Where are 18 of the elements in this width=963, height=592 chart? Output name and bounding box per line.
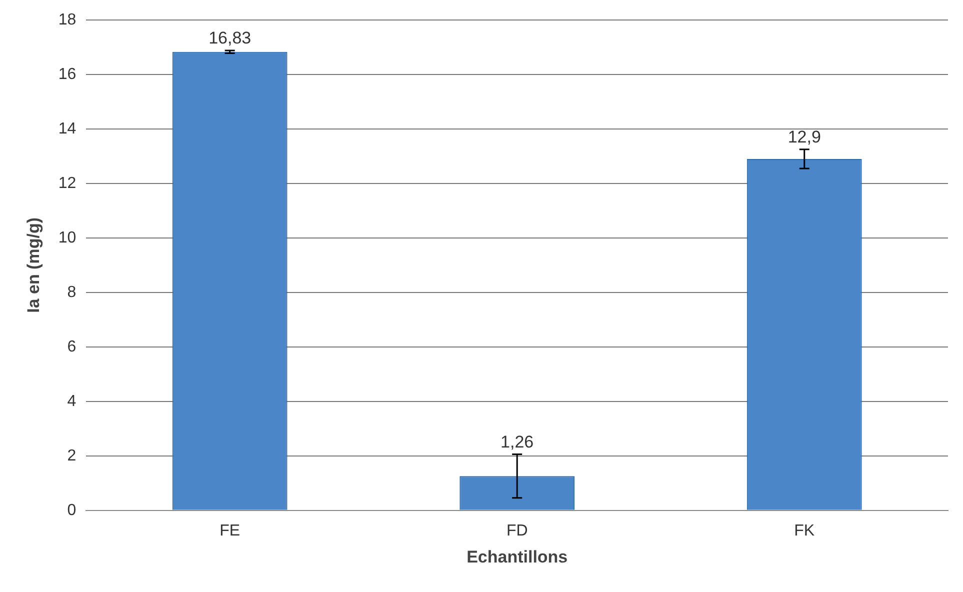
data-label: 1,26 xyxy=(500,432,534,452)
x-tick-label: FD xyxy=(506,522,528,540)
data-label: 12,9 xyxy=(788,128,821,147)
y-tick-label: 18 xyxy=(58,11,76,28)
y-tick-label: 0 xyxy=(67,502,76,519)
y-tick-label: 14 xyxy=(58,120,76,138)
y-tick-label: 16 xyxy=(58,66,76,83)
x-axis-title: Echantillons xyxy=(466,547,568,566)
y-tick-label: 2 xyxy=(67,447,76,464)
x-tick-label: FE xyxy=(220,522,240,540)
y-tick-label: 10 xyxy=(58,229,76,246)
data-label: 16,83 xyxy=(208,28,252,48)
y-tick-label: 4 xyxy=(67,392,76,410)
y-axis-title: Ia en (mg/g) xyxy=(24,217,43,313)
y-tick-label: 12 xyxy=(58,174,76,192)
x-tick-label: FK xyxy=(794,522,815,540)
y-tick-label: 8 xyxy=(67,284,76,301)
y-tick-label: 6 xyxy=(67,338,76,356)
